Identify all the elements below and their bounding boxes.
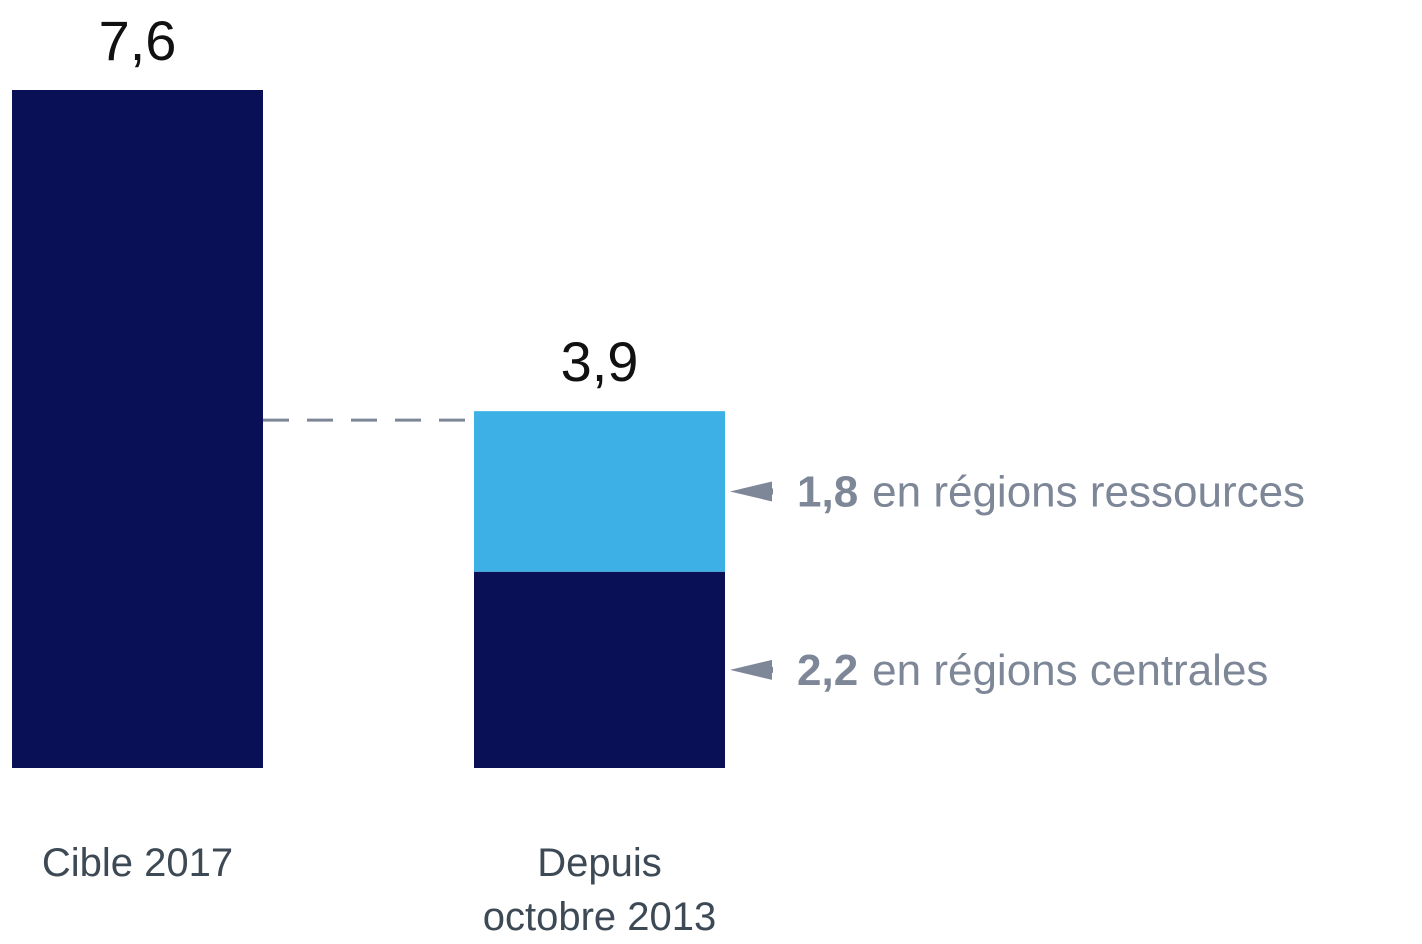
value-label: 7,6	[99, 9, 177, 72]
annotation-text: en régions centrales	[872, 646, 1268, 695]
x-tick-label: Cible 2017	[41, 841, 234, 885]
annotation-value: 2,2	[797, 646, 858, 695]
annotation-arrow-stem	[755, 666, 773, 673]
value-label: 3,9	[561, 330, 639, 393]
annotation-arrow	[730, 659, 772, 680]
annotation-text: en régions ressources	[872, 467, 1305, 516]
annotation-arrow-stem	[755, 488, 773, 495]
annotation-arrow	[730, 481, 772, 502]
bar	[12, 90, 263, 768]
bar-segment	[474, 411, 725, 572]
x-tick-label: Depuis octobre 2013	[482, 841, 717, 939]
annotation: 2,2 en régions centrales	[797, 646, 1268, 695]
annotation: 1,8 en régions ressources	[797, 467, 1305, 516]
annotation-value: 1,8	[797, 467, 858, 516]
bar-segment	[474, 571, 725, 768]
